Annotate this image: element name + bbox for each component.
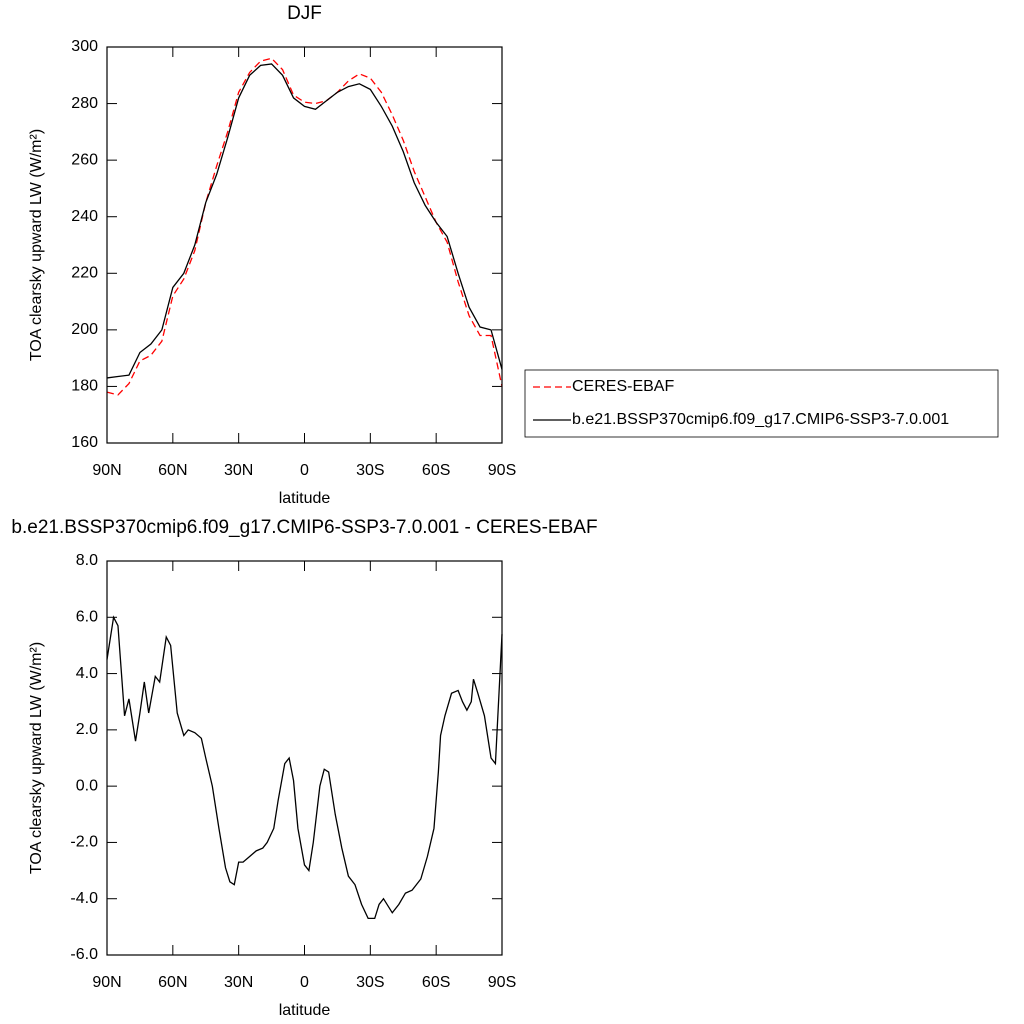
y-tick-label: 160 (71, 434, 98, 451)
y-tick-label: 0.0 (76, 777, 98, 794)
chart-title: DJF (287, 3, 322, 24)
legend-label: CERES-EBAF (572, 378, 674, 395)
y-tick-label: 2.0 (76, 721, 98, 738)
x-tick-label: 30S (356, 974, 384, 991)
x-tick-label: 90N (92, 462, 121, 479)
y-tick-label: 180 (71, 378, 98, 395)
x-tick-label: 60N (158, 462, 187, 479)
x-tick-label: 90N (92, 974, 121, 991)
y-tick-label: 280 (71, 95, 98, 112)
x-tick-label: 60S (422, 462, 450, 479)
y-tick-label: 200 (71, 321, 98, 338)
y-tick-label: 8.0 (76, 552, 98, 569)
x-tick-label: 0 (300, 974, 309, 991)
data-line (106, 63, 503, 379)
x-tick-label: 60S (422, 974, 450, 991)
x-axis-label: latitude (279, 1002, 331, 1019)
data-line (106, 57, 503, 396)
y-tick-label: 300 (71, 38, 98, 55)
x-tick-label: 30N (224, 974, 253, 991)
legend-box (524, 369, 999, 438)
x-axis-label: latitude (279, 490, 331, 507)
y-axis-label: TOA clearsky upward LW (W/m²) (28, 642, 45, 874)
x-tick-label: 30N (224, 462, 253, 479)
legend-label: b.e21.BSSP370cmip6.f09_g17.CMIP6-SSP3-7.… (572, 411, 949, 428)
x-tick-label: 90S (488, 462, 516, 479)
y-tick-label: 4.0 (76, 665, 98, 682)
data-line (106, 615, 503, 920)
y-axis-label: TOA clearsky upward LW (W/m²) (28, 129, 45, 361)
x-tick-label: 90S (488, 974, 516, 991)
x-tick-label: 60N (158, 974, 187, 991)
y-tick-label: 6.0 (76, 609, 98, 626)
chart-title: b.e21.BSSP370cmip6.f09_g17.CMIP6-SSP3-7.… (11, 517, 597, 538)
y-tick-label: -6.0 (70, 946, 98, 963)
y-tick-label: 240 (71, 208, 98, 225)
y-tick-label: 260 (71, 151, 98, 168)
plot-frame (106, 46, 503, 444)
y-tick-label: 220 (71, 265, 98, 282)
plot-frame (106, 560, 503, 956)
y-tick-label: -4.0 (70, 890, 98, 907)
x-tick-label: 0 (300, 462, 309, 479)
y-tick-label: -2.0 (70, 834, 98, 851)
x-tick-label: 30S (356, 462, 384, 479)
